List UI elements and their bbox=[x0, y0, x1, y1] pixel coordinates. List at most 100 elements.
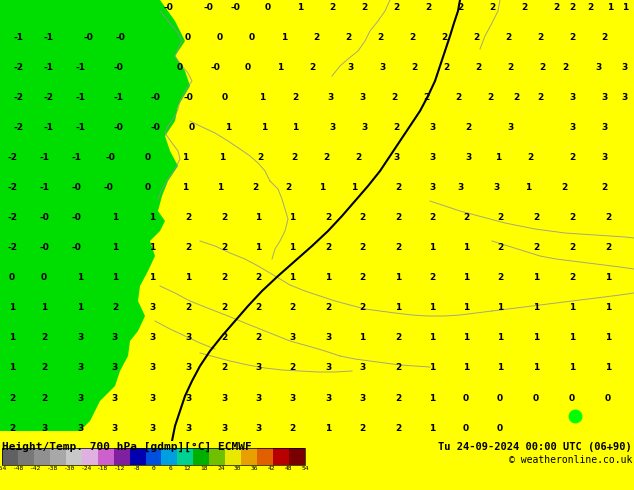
Text: 3: 3 bbox=[112, 393, 118, 402]
Text: 2: 2 bbox=[257, 153, 263, 163]
Text: 1: 1 bbox=[289, 214, 295, 222]
Text: 1: 1 bbox=[395, 303, 401, 313]
Text: 2: 2 bbox=[391, 94, 397, 102]
Text: 1: 1 bbox=[429, 364, 435, 372]
Text: -1: -1 bbox=[43, 33, 53, 43]
Text: 54: 54 bbox=[301, 466, 309, 471]
Text: 2: 2 bbox=[221, 364, 227, 372]
Text: 0: 0 bbox=[41, 273, 47, 283]
Text: 1: 1 bbox=[495, 153, 501, 163]
Text: 3: 3 bbox=[149, 334, 155, 343]
Text: -0: -0 bbox=[39, 214, 49, 222]
Text: 1: 1 bbox=[112, 214, 118, 222]
Text: 3: 3 bbox=[255, 364, 261, 372]
Text: 0: 0 bbox=[145, 153, 151, 163]
Text: 2: 2 bbox=[289, 364, 295, 372]
Bar bbox=[289, 448, 305, 465]
Text: 2: 2 bbox=[429, 214, 435, 222]
Text: -0: -0 bbox=[113, 123, 123, 132]
Text: 2: 2 bbox=[221, 273, 227, 283]
Text: 2: 2 bbox=[409, 33, 415, 43]
Text: 3: 3 bbox=[255, 393, 261, 402]
Text: 2: 2 bbox=[569, 3, 575, 13]
Text: 2: 2 bbox=[489, 3, 495, 13]
Text: 2: 2 bbox=[497, 273, 503, 283]
Bar bbox=[162, 448, 178, 465]
Text: 3: 3 bbox=[622, 94, 628, 102]
Text: 1: 1 bbox=[112, 244, 118, 252]
Text: 1: 1 bbox=[463, 273, 469, 283]
Text: 1: 1 bbox=[463, 334, 469, 343]
Text: 2: 2 bbox=[323, 153, 329, 163]
Text: 3: 3 bbox=[493, 183, 499, 193]
Text: 1: 1 bbox=[605, 273, 611, 283]
Text: 1: 1 bbox=[9, 364, 15, 372]
Text: 2: 2 bbox=[289, 423, 295, 433]
Text: 2: 2 bbox=[601, 33, 607, 43]
Text: 0: 0 bbox=[145, 183, 151, 193]
Text: 3: 3 bbox=[149, 303, 155, 313]
Text: -42: -42 bbox=[30, 466, 41, 471]
Text: 2: 2 bbox=[291, 153, 297, 163]
Text: -48: -48 bbox=[13, 466, 25, 471]
Text: 1: 1 bbox=[325, 273, 331, 283]
Text: -54: -54 bbox=[0, 466, 8, 471]
Text: 2: 2 bbox=[521, 3, 527, 13]
Text: 3: 3 bbox=[457, 183, 463, 193]
Text: -0: -0 bbox=[71, 214, 81, 222]
Text: 1: 1 bbox=[289, 244, 295, 252]
Text: 1: 1 bbox=[429, 334, 435, 343]
Text: © weatheronline.co.uk: © weatheronline.co.uk bbox=[508, 455, 632, 465]
Text: 2: 2 bbox=[41, 393, 47, 402]
Text: 1: 1 bbox=[259, 94, 265, 102]
Bar bbox=[2, 448, 18, 465]
Text: 1: 1 bbox=[182, 183, 188, 193]
Text: 2: 2 bbox=[221, 334, 227, 343]
Text: 1: 1 bbox=[281, 33, 287, 43]
Bar bbox=[50, 448, 66, 465]
Text: 2: 2 bbox=[395, 334, 401, 343]
Text: -2: -2 bbox=[43, 94, 53, 102]
Text: 1: 1 bbox=[569, 334, 575, 343]
Text: 3: 3 bbox=[149, 423, 155, 433]
Text: -1: -1 bbox=[39, 153, 49, 163]
Text: -2: -2 bbox=[7, 244, 17, 252]
Text: 1: 1 bbox=[622, 3, 628, 13]
Text: -0: -0 bbox=[115, 33, 125, 43]
Text: 3: 3 bbox=[359, 94, 365, 102]
Bar bbox=[146, 448, 162, 465]
Text: 3: 3 bbox=[185, 334, 191, 343]
Text: 3: 3 bbox=[325, 393, 331, 402]
Text: 3: 3 bbox=[361, 123, 367, 132]
Text: 2: 2 bbox=[359, 244, 365, 252]
Text: 0: 0 bbox=[217, 33, 223, 43]
Text: 2: 2 bbox=[329, 3, 335, 13]
Text: 2: 2 bbox=[569, 244, 575, 252]
Text: -0: -0 bbox=[203, 3, 213, 13]
Text: 3: 3 bbox=[77, 364, 83, 372]
Text: -0: -0 bbox=[83, 33, 93, 43]
Text: 2: 2 bbox=[443, 64, 449, 73]
Text: 0: 0 bbox=[265, 3, 271, 13]
Text: -2: -2 bbox=[13, 94, 23, 102]
Text: 0: 0 bbox=[245, 64, 251, 73]
Text: 42: 42 bbox=[268, 466, 275, 471]
Bar bbox=[193, 448, 209, 465]
Text: 2: 2 bbox=[505, 33, 511, 43]
Text: 2: 2 bbox=[507, 64, 513, 73]
Text: 36: 36 bbox=[251, 466, 258, 471]
Text: 2: 2 bbox=[553, 3, 559, 13]
Text: 2: 2 bbox=[292, 94, 298, 102]
Text: 1: 1 bbox=[149, 214, 155, 222]
Text: -0: -0 bbox=[39, 244, 49, 252]
Text: 1: 1 bbox=[533, 303, 539, 313]
Text: 2: 2 bbox=[41, 334, 47, 343]
Bar bbox=[273, 448, 289, 465]
Text: 0: 0 bbox=[189, 123, 195, 132]
Text: -0: -0 bbox=[71, 183, 81, 193]
Text: 1: 1 bbox=[182, 153, 188, 163]
Text: 1: 1 bbox=[463, 303, 469, 313]
Text: 3: 3 bbox=[185, 393, 191, 402]
Text: 3: 3 bbox=[112, 334, 118, 343]
Text: 2: 2 bbox=[313, 33, 319, 43]
